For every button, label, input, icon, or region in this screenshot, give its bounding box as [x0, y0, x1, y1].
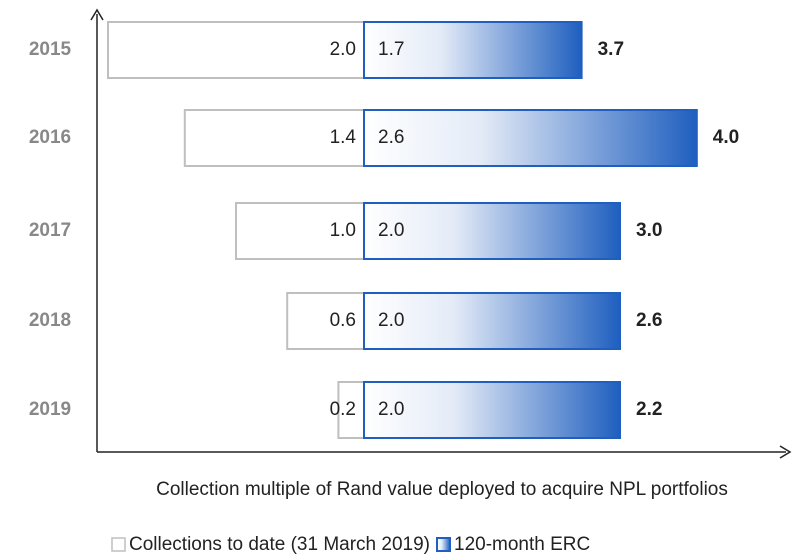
value-label: 2.0 — [330, 39, 356, 60]
bar — [363, 202, 621, 260]
category-label: 2019 — [29, 399, 71, 420]
bar — [363, 21, 583, 79]
value-label: 0.6 — [330, 310, 356, 331]
category-label: 2017 — [29, 220, 71, 241]
x-axis-label: Collection multiple of Rand value deploy… — [156, 479, 728, 500]
legend-swatch — [436, 537, 451, 552]
x-axis-arrow — [779, 445, 792, 459]
value-label: 2.0 — [378, 220, 404, 241]
value-label: 1.4 — [330, 127, 357, 148]
category-label: 2015 — [29, 39, 72, 60]
y-axis-arrow — [90, 8, 104, 21]
total-label: 4.0 — [713, 127, 739, 148]
value-label: 1.0 — [330, 220, 356, 241]
legend-label: 120-month ERC — [454, 534, 590, 555]
bar — [183, 109, 365, 167]
total-label: 2.6 — [636, 310, 662, 331]
legend-label: Collections to date (31 March 2019) — [129, 534, 430, 555]
value-label: 0.2 — [330, 399, 356, 420]
value-label: 2.0 — [378, 310, 404, 331]
category-label: 2018 — [29, 310, 71, 331]
bar — [363, 292, 621, 350]
value-label: 1.7 — [378, 39, 404, 60]
category-label: 2016 — [29, 127, 71, 148]
total-label: 3.7 — [598, 39, 624, 60]
value-label: 2.6 — [378, 127, 404, 148]
value-label: 2.0 — [378, 399, 404, 420]
bar — [363, 109, 698, 167]
legend-swatch — [111, 537, 126, 552]
total-label: 2.2 — [636, 399, 662, 420]
bar — [363, 381, 621, 439]
bar — [107, 21, 365, 79]
bar — [235, 202, 365, 260]
total-label: 3.0 — [636, 220, 662, 241]
